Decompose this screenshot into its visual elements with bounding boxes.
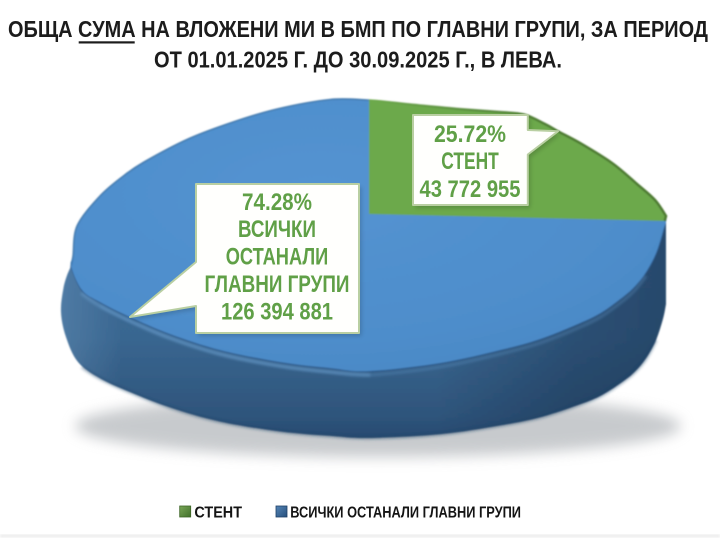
svg-text:126 394 881: 126 394 881	[221, 299, 333, 326]
svg-text:ОТ 01.01.2025 Г. ДО 30.09.2025: ОТ 01.01.2025 Г. ДО 30.09.2025 Г., В ЛЕВ…	[154, 47, 562, 73]
svg-text:ГЛАВНИ ГРУПИ: ГЛАВНИ ГРУПИ	[205, 271, 350, 298]
svg-text:ВСИЧКИ: ВСИЧКИ	[238, 216, 316, 243]
svg-text:43 772 955: 43 772 955	[420, 176, 521, 203]
svg-text:ОБЩА СУМА НА ВЛОЖЕНИ МИ В БМП: ОБЩА СУМА НА ВЛОЖЕНИ МИ В БМП ПО ГЛАВНИ …	[8, 16, 708, 42]
svg-text:СТЕНТ: СТЕНТ	[194, 505, 242, 522]
svg-text:ОСТАНАЛИ: ОСТАНАЛИ	[226, 244, 329, 271]
svg-text:74.28%: 74.28%	[242, 189, 312, 216]
svg-text:ВСИЧКИ ОСТАНАЛИ ГЛАВНИ ГРУПИ: ВСИЧКИ ОСТАНАЛИ ГЛАВНИ ГРУПИ	[290, 505, 521, 522]
svg-text:25.72%: 25.72%	[434, 121, 506, 148]
svg-text:СТЕНТ: СТЕНТ	[441, 148, 499, 175]
